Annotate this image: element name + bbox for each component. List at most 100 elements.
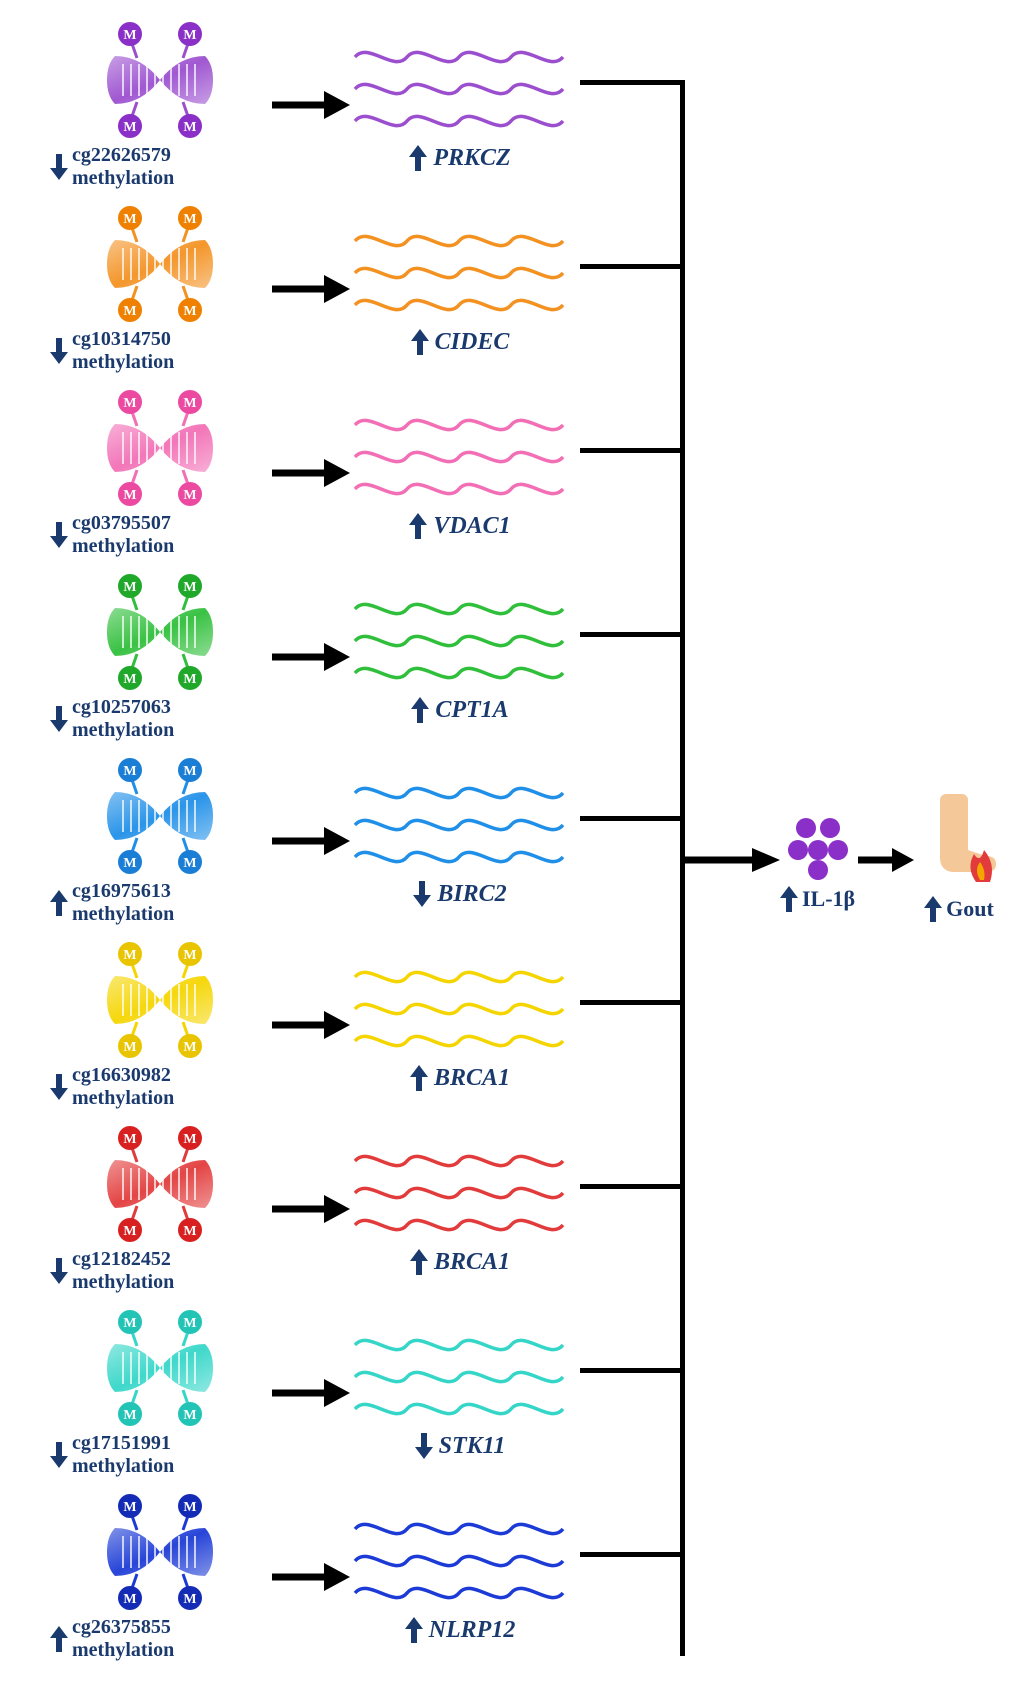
cg-id: cg10257063 methylation <box>72 696 270 742</box>
svg-text:M: M <box>183 764 196 779</box>
waves-icon <box>350 1327 570 1427</box>
cg-id: cg16630982 methylation <box>72 1064 270 1110</box>
svg-text:M: M <box>123 948 136 963</box>
bus-branch <box>580 1184 684 1189</box>
bus-branch <box>580 264 684 269</box>
arrow-icon <box>270 1189 350 1229</box>
down-arrow-icon <box>415 1433 433 1459</box>
svg-text:M: M <box>183 212 196 227</box>
chromosome-block: M M M M cg12182452 methylation <box>50 1124 270 1294</box>
pathway-row: M M M M cg12182452 methylation BRCA1 <box>50 1124 750 1294</box>
pathway-row: M M M M cg10257063 methylation CPT1A <box>50 572 750 742</box>
cg-id: cg12182452 methylation <box>72 1248 270 1294</box>
cg-id: cg26375855 methylation <box>72 1616 270 1662</box>
pathway-row: M M M M cg16975613 methylation BIRC2 <box>50 756 750 926</box>
svg-text:M: M <box>123 28 136 43</box>
down-arrow-icon <box>50 1258 68 1284</box>
svg-text:M: M <box>123 856 136 871</box>
chromosome-icon: M M M M <box>85 1308 235 1428</box>
svg-text:M: M <box>123 1316 136 1331</box>
waves-icon <box>350 223 570 323</box>
gout-outcome: Gout <box>914 790 1004 922</box>
expression-block: STK11 <box>350 1327 570 1460</box>
methylation-label: cg10314750 methylation <box>50 328 270 374</box>
cg-id: cg03795507 methylation <box>72 512 270 558</box>
svg-text:M: M <box>123 1408 136 1423</box>
pathway-row: M M M M cg10314750 methylation CIDEC <box>50 204 750 374</box>
waves-icon <box>350 775 570 875</box>
pathway-row: M M M M cg17151991 methylation STK11 <box>50 1308 750 1478</box>
chromosome-icon: M M M M <box>85 756 235 876</box>
methylation-label: cg03795507 methylation <box>50 512 270 558</box>
svg-text:M: M <box>123 120 136 135</box>
up-arrow-icon <box>409 145 427 171</box>
expression-block: NLRP12 <box>350 1511 570 1644</box>
chromosome-icon: M M M M <box>85 572 235 692</box>
chromosome-icon: M M M M <box>85 1124 235 1244</box>
up-arrow-icon <box>50 1626 68 1652</box>
svg-text:M: M <box>123 304 136 319</box>
svg-text:M: M <box>123 1592 136 1607</box>
cg-id: cg10314750 methylation <box>72 328 270 374</box>
chromosome-icon: M M M M <box>85 204 235 324</box>
pathway-row: M M M M cg22626579 methylation PRKCZ <box>50 20 750 190</box>
cg-id: cg22626579 methylation <box>72 144 270 190</box>
arrow-icon <box>270 821 350 861</box>
svg-text:M: M <box>183 1040 196 1055</box>
svg-text:M: M <box>123 1132 136 1147</box>
waves-icon <box>350 407 570 507</box>
svg-text:M: M <box>183 396 196 411</box>
waves-icon <box>350 1143 570 1243</box>
expression-block: PRKCZ <box>350 39 570 172</box>
bus-branch <box>580 80 684 85</box>
arrow-icon <box>270 269 350 309</box>
gene-label: BRCA1 <box>410 1249 510 1276</box>
pathway-row: M M M M cg03795507 methylation VDAC1 <box>50 388 750 558</box>
svg-text:M: M <box>183 672 196 687</box>
methylation-label: cg26375855 methylation <box>50 1616 270 1662</box>
down-arrow-icon <box>50 706 68 732</box>
svg-text:M: M <box>183 1132 196 1147</box>
chromosome-icon: M M M M <box>85 388 235 508</box>
svg-text:M: M <box>123 580 136 595</box>
cg-id: cg16975613 methylation <box>72 880 270 926</box>
chromosome-block: M M M M cg17151991 methylation <box>50 1308 270 1478</box>
svg-text:M: M <box>183 1500 196 1515</box>
svg-text:M: M <box>183 488 196 503</box>
bus-branch <box>580 1368 684 1373</box>
waves-icon <box>350 591 570 691</box>
il1b-dots-icon <box>782 810 854 880</box>
chromosome-block: M M M M cg10314750 methylation <box>50 204 270 374</box>
up-arrow-icon <box>411 329 429 355</box>
arrow-icon <box>270 453 350 493</box>
gene-name: VDAC1 <box>433 513 510 540</box>
gene-label: CIDEC <box>411 329 510 356</box>
svg-text:M: M <box>123 1224 136 1239</box>
svg-text:M: M <box>123 396 136 411</box>
methylation-label: cg17151991 methylation <box>50 1432 270 1478</box>
up-arrow-icon <box>405 1617 423 1643</box>
gout-label: Gout <box>924 896 994 922</box>
chromosome-block: M M M M cg26375855 methylation <box>50 1492 270 1662</box>
up-arrow-icon <box>780 886 798 912</box>
expression-block: CPT1A <box>350 591 570 724</box>
gene-name: CIDEC <box>435 329 510 356</box>
arrow-icon <box>270 1557 350 1597</box>
svg-text:M: M <box>183 1224 196 1239</box>
methylation-label: cg16630982 methylation <box>50 1064 270 1110</box>
methylation-label: cg10257063 methylation <box>50 696 270 742</box>
expression-block: BRCA1 <box>350 959 570 1092</box>
svg-text:M: M <box>123 672 136 687</box>
expression-block: CIDEC <box>350 223 570 356</box>
arrow-icon <box>270 637 350 677</box>
bus-branch <box>580 816 684 821</box>
gene-label: VDAC1 <box>409 513 510 540</box>
waves-icon <box>350 959 570 1059</box>
methylation-label: cg12182452 methylation <box>50 1248 270 1294</box>
arrow-icon <box>270 1005 350 1045</box>
gene-label: BRCA1 <box>410 1065 510 1092</box>
down-arrow-icon <box>50 522 68 548</box>
pathway-row: M M M M cg26375855 methylation NLRP12 <box>50 1492 750 1662</box>
svg-text:M: M <box>183 1316 196 1331</box>
gene-label: CPT1A <box>411 697 508 724</box>
